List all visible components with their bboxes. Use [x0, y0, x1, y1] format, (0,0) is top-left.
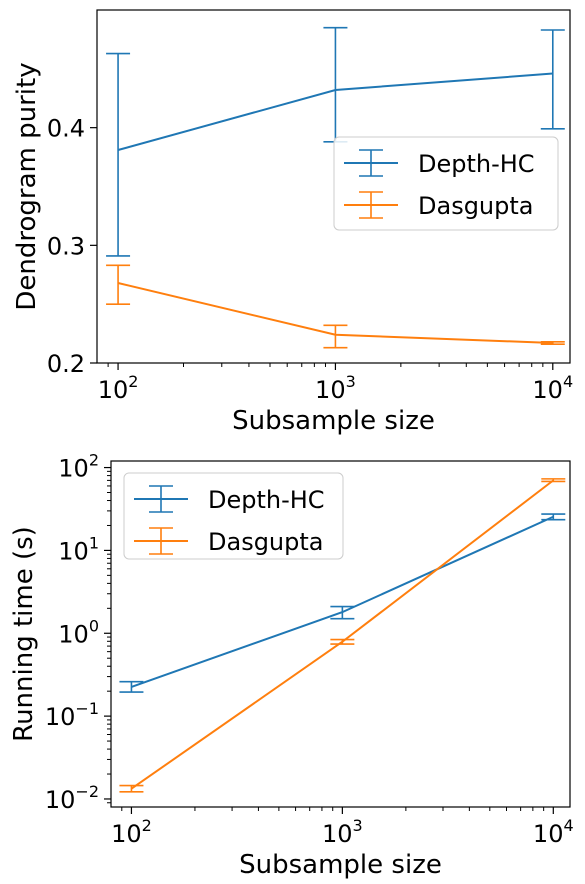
plot-frame: [96, 9, 571, 364]
x-axis-label: Subsample size: [239, 850, 442, 880]
legend-label: Depth-HC: [208, 486, 325, 514]
legend-box: [123, 472, 344, 560]
running-time-chart: 102 103 104 10−2 10−1 100 101 102 Subsample size…: [9, 451, 574, 880]
y-axis-label: Dendrogram purity: [12, 62, 42, 310]
legend-label: Dasgupta: [418, 192, 534, 220]
x-axis-label: Subsample size: [232, 406, 435, 436]
y-tick-label: 0.3: [47, 232, 85, 260]
y-tick-label: 10−1: [45, 699, 99, 731]
y-tick-label: 0.4: [47, 115, 85, 143]
y-tick-label: 102: [58, 451, 99, 483]
x-tick-label: 102: [98, 372, 139, 404]
legend-label: Depth-HC: [418, 150, 535, 178]
x-tick-label: 102: [111, 816, 152, 848]
x-tick-label: 104: [533, 816, 574, 848]
legend-box: [333, 136, 559, 231]
legend-label: Dasgupta: [208, 528, 324, 556]
x-tick-label: 103: [315, 372, 356, 404]
y-tick-label: 10−2: [45, 782, 99, 814]
purity-chart: 102 103 104 0.2 0.3 0.4 Subsample size Dendrogr…: [12, 9, 573, 436]
y-tick-label: 101: [58, 533, 99, 565]
y-tick-label: 0.2: [47, 350, 85, 378]
x-tick-label: 103: [322, 816, 363, 848]
y-tick-label: 100: [58, 616, 99, 648]
y-axis-label: Running time (s): [9, 526, 39, 742]
plot-frame: [110, 460, 571, 808]
x-tick-label: 104: [532, 372, 573, 404]
